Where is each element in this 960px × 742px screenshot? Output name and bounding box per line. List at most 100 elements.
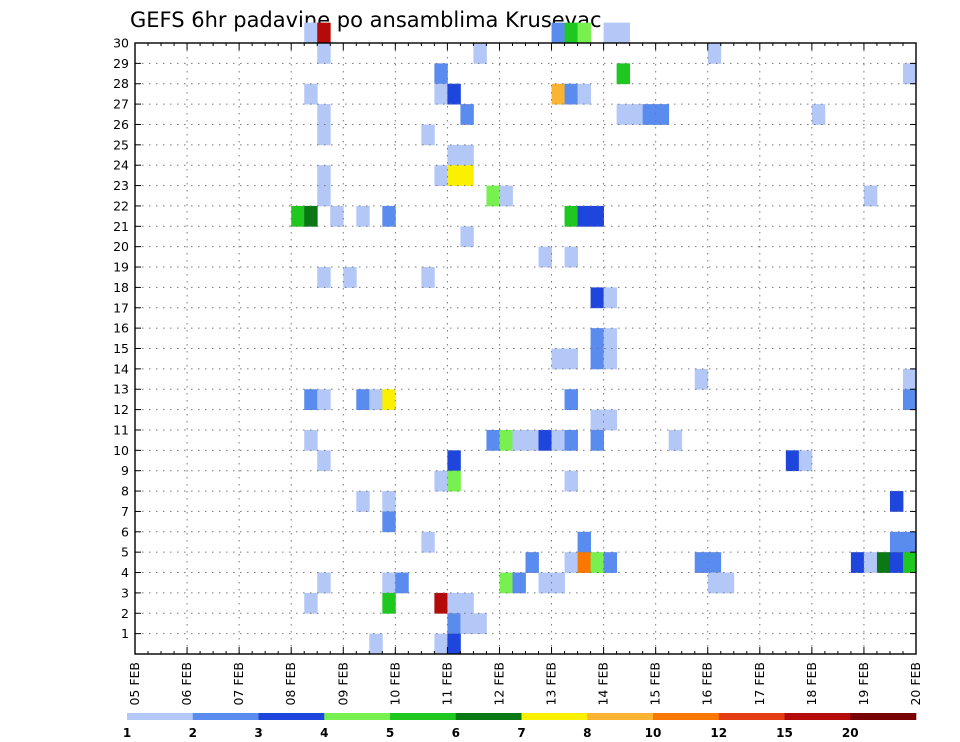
heatmap-cell: [304, 205, 318, 227]
colorbar-label: 3: [254, 726, 262, 740]
heatmap-cell: [902, 531, 917, 553]
heatmap-cell: [538, 572, 552, 594]
x-tick-label: 12 FEB: [491, 662, 506, 706]
heatmap-cell: [590, 205, 604, 227]
x-tick-label: 16 FEB: [700, 662, 715, 706]
colorbar-swatch: [192, 713, 259, 720]
heatmap-cell: [603, 348, 618, 370]
heatmap-cell: [317, 572, 331, 594]
colorbar-label: 4: [320, 726, 328, 740]
y-tick-label: 28: [113, 76, 129, 91]
colorbar-label: 5: [386, 726, 394, 740]
y-tick-label: 25: [113, 137, 129, 152]
heatmap-cell: [564, 246, 578, 268]
y-tick-label: 12: [113, 402, 129, 417]
heatmap-cell: [382, 389, 396, 410]
heatmap-cell: [330, 205, 344, 227]
heatmap-cell: [356, 389, 370, 410]
x-tick-label: 19 FEB: [856, 662, 871, 706]
heatmap-cell: [707, 43, 722, 64]
x-tick-label: 13 FEB: [544, 662, 559, 706]
heatmap-cell: [395, 572, 409, 594]
x-tick-label: 07 FEB: [231, 662, 246, 706]
heatmap-cell: [902, 552, 917, 573]
heatmap-cell: [590, 348, 604, 370]
heatmap-cell: [603, 287, 618, 309]
heatmap-cell: [629, 104, 644, 125]
heatmap-cell: [356, 205, 370, 227]
y-tick-label: 24: [113, 158, 129, 173]
heatmap-cell: [343, 267, 357, 288]
heatmap-cell: [603, 552, 618, 573]
heatmap-cell: [447, 592, 461, 614]
heatmap-cell: [525, 429, 539, 451]
y-tick-label: 20: [113, 239, 129, 254]
heatmap-cell: [616, 63, 631, 85]
heatmap-cell: [460, 226, 474, 248]
heatmap-cell: [434, 63, 448, 85]
heatmap-cell: [434, 592, 448, 614]
heatmap-cell: [317, 389, 331, 410]
heatmap-cell: [902, 389, 917, 410]
heatmap-cell: [564, 348, 578, 370]
x-tick-label: 10 FEB: [387, 662, 402, 706]
colorbar-label: 8: [583, 726, 591, 740]
y-tick-label: 17: [113, 300, 129, 315]
heatmap-cell: [382, 491, 396, 512]
heatmap-cell: [317, 165, 331, 186]
y-tick-label: 3: [121, 585, 129, 600]
heatmap-cell: [382, 205, 396, 227]
colorbar-label: 7: [517, 726, 525, 740]
heatmap-cell: [291, 205, 305, 227]
colorbar-swatch: [784, 713, 851, 720]
heatmap-cell: [603, 409, 618, 431]
heatmap-cell: [473, 613, 487, 635]
heatmap-cell: [616, 22, 631, 44]
heatmap-cell: [304, 389, 318, 410]
y-tick-label: 11: [113, 422, 129, 437]
colorbar-label: 2: [189, 726, 197, 740]
heatmap-cell: [590, 287, 604, 309]
y-tick-label: 2: [121, 606, 129, 621]
heatmap-cell: [538, 246, 552, 268]
heatmap-cell: [902, 63, 917, 85]
y-tick-label: 4: [121, 565, 129, 580]
heatmap-cell: [486, 429, 500, 451]
heatmap-cell: [564, 22, 578, 44]
heatmap-cell: [486, 185, 500, 207]
colorbar-swatch: [850, 713, 917, 720]
x-tick-label: 15 FEB: [648, 662, 663, 706]
heatmap-cell: [785, 450, 800, 472]
x-tick-label: 08 FEB: [283, 662, 298, 706]
heatmap-cell: [447, 450, 461, 472]
heatmap-cell: [707, 572, 722, 594]
heatmap-cell: [317, 124, 331, 146]
colorbar-label: 12: [710, 726, 727, 740]
colorbar-swatch: [258, 713, 325, 720]
heatmap-cell: [460, 144, 474, 166]
colorbar-swatch: [521, 713, 588, 720]
y-tick-label: 19: [113, 260, 129, 275]
heatmap-cell: [434, 165, 448, 186]
heatmap-cell: [551, 429, 565, 451]
heatmap-cell: [850, 552, 865, 573]
heatmap-cell: [655, 104, 670, 125]
heatmap-cell: [889, 552, 904, 573]
heatmap-cell: [421, 267, 435, 288]
heatmap-cell: [317, 43, 331, 64]
y-tick-label: 30: [113, 36, 129, 51]
heatmap-cell: [577, 531, 591, 553]
heatmap-cell: [876, 552, 891, 573]
heatmap-cell: [382, 511, 396, 533]
colorbar-swatch: [324, 713, 391, 720]
heatmap-cell: [603, 328, 618, 349]
heatmap-cell: [551, 572, 565, 594]
x-axis-ticks: 05 FEB 06 FEB 07 FEB 08 FEB 09 FEB 10 FEB 11 F…: [127, 43, 923, 706]
heatmap-cell: [460, 104, 474, 125]
y-tick-label: 21: [113, 219, 129, 234]
heatmap-cell: [369, 633, 383, 655]
colorbar-swatch: [718, 713, 785, 720]
heatmap-cell: [369, 389, 383, 410]
y-tick-label: 18: [113, 280, 129, 295]
heatmap-cell: [577, 552, 591, 573]
